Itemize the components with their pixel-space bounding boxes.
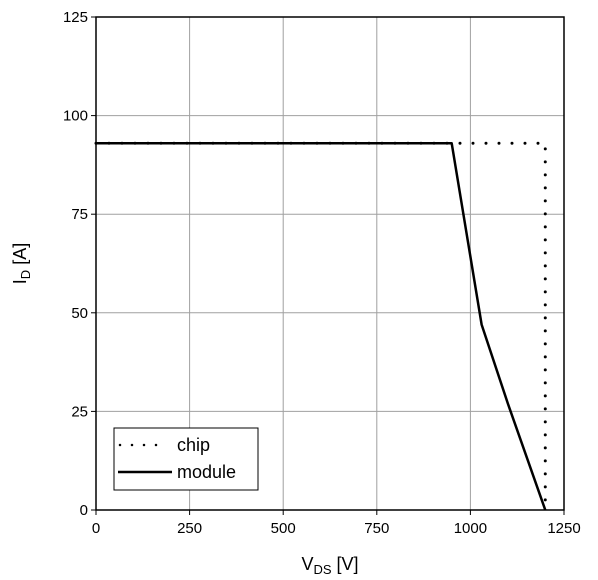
series-layer [94,141,547,512]
x-tick-label: 1000 [454,520,487,537]
y-tick-label: 50 [71,305,88,322]
plot-frame [95,16,565,511]
x-tick-label: 750 [364,520,389,537]
x-tick-label: 0 [92,520,100,537]
legend-label-module: module [177,462,236,482]
x-axis-title-sub: DS [313,562,331,577]
x-tick-label: 1250 [547,520,580,537]
x-axis-title-unit: [V] [332,554,359,574]
y-axis-title-sub: D [18,270,33,279]
y-axis-title: ID [A] [10,243,33,284]
y-tick-label: 125 [63,9,88,26]
y-ticks: 0 25 50 75 100 125 [63,9,96,519]
legend-label-chip: chip [177,435,210,455]
y-tick-label: 100 [63,108,88,125]
series-module-line [96,141,547,511]
y-tick-label: 25 [71,403,88,420]
legend-box [113,427,259,491]
x-axis-title: VDS [V] [301,554,358,577]
y-tick-label: 75 [71,206,88,223]
x-axis-title-main: V [301,554,313,574]
x-ticks: 0 250 500 750 1000 1250 [92,510,581,537]
grid [96,17,564,510]
y-tick-label: 0 [80,502,88,519]
y-axis-title-main: I [10,279,30,284]
y-axis-title-unit: [A] [10,243,30,270]
legend: chip module [113,427,259,491]
x-tick-label: 250 [177,520,202,537]
x-tick-label: 500 [271,520,296,537]
